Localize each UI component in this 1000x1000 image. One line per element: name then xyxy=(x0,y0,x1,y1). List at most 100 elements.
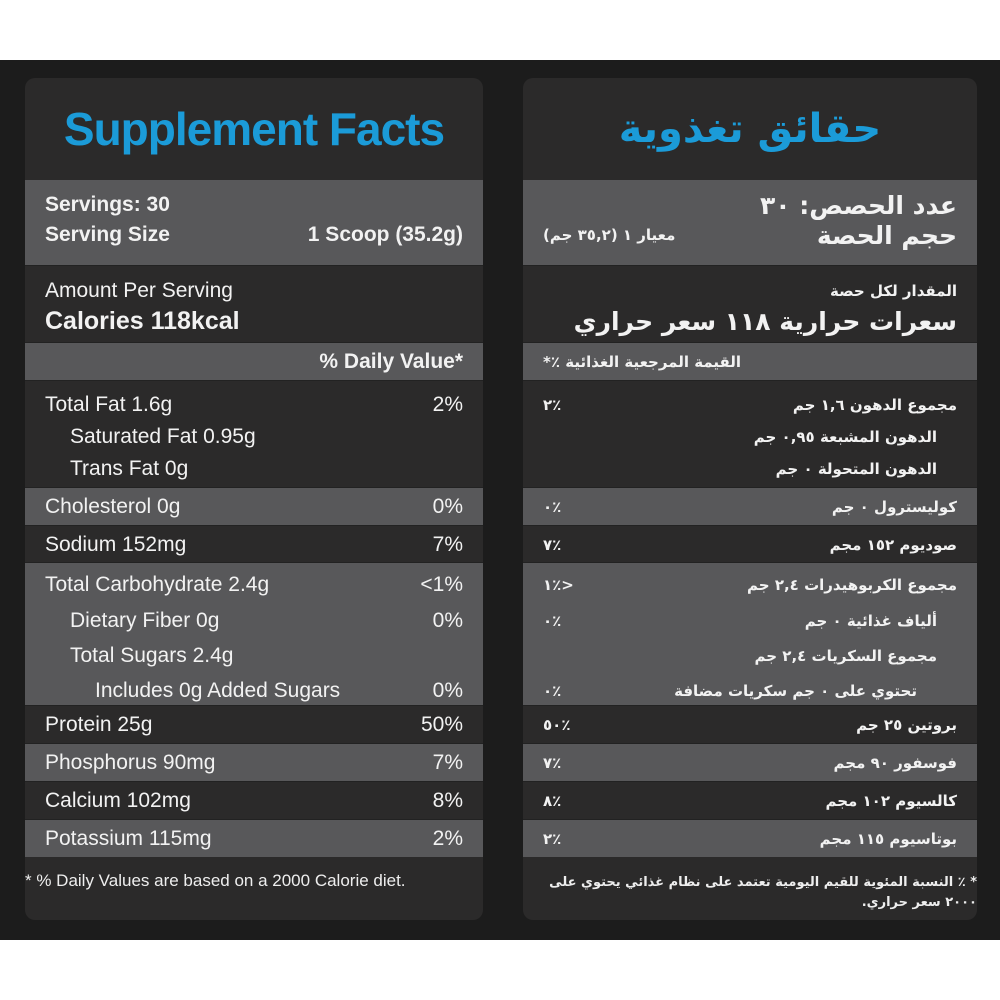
nutrient-row: Protein 25g 50% xyxy=(45,706,463,744)
facts-section: بروتين ٢٥ جم ٪٥٠ xyxy=(523,705,977,743)
facts-section: كوليسترول ٠ جم ٪٠ xyxy=(523,487,977,525)
nutrient-label: Calcium 102mg xyxy=(45,789,191,812)
arabic-title: حقائق تغذوية xyxy=(618,106,882,152)
nutrient-label: عدد الحصص: ٣٠ xyxy=(760,190,957,220)
nutrient-row: Calories 118kcal xyxy=(45,306,463,336)
nutrient-row: Total Fat 1.6g 2% xyxy=(45,389,463,421)
nutrient-label: Servings: 30 xyxy=(45,193,170,216)
nutrient-row: Servings: 30 xyxy=(45,190,463,220)
facts-section: كالسيوم ١٠٢ مجم ٪٨ xyxy=(523,781,977,819)
nutrient-row: Trans Fat 0g xyxy=(45,453,463,485)
nutrient-row: % Daily Value* xyxy=(45,343,463,381)
daily-value: 0% xyxy=(432,495,463,518)
nutrient-label: Total Sugars 2.4g xyxy=(70,643,234,667)
daily-value: 0% xyxy=(432,678,463,702)
nutrient-row: مجموع الدهون ١,٦ جم ٪٢ xyxy=(543,389,957,421)
facts-section: Potassium 115mg 2% xyxy=(25,819,483,857)
daily-value: 1 Scoop (35.2g) xyxy=(307,223,463,246)
daily-value: 2% xyxy=(432,393,463,416)
daily-value: ٪٠ xyxy=(543,681,562,700)
nutrient-label: Calories 118kcal xyxy=(45,306,240,335)
facts-section: المقدار لكل حصة سعرات حرارية ١١٨ سعر حرار… xyxy=(523,265,977,342)
nutrient-row: بوتاسيوم ١١٥ مجم ٪٢ xyxy=(543,820,957,858)
nutrient-row: الدهون المتحولة ٠ جم xyxy=(543,453,957,485)
english-title: Supplement Facts xyxy=(63,103,445,155)
nutrient-label: المقدار لكل حصة xyxy=(830,282,957,300)
nutrient-label: كالسيوم ١٠٢ مجم xyxy=(825,792,957,810)
daily-value: 50% xyxy=(420,713,463,736)
nutrient-label: Trans Fat 0g xyxy=(70,457,189,480)
daily-value: ٪٥٠ xyxy=(543,716,571,734)
nutrient-row: Potassium 115mg 2% xyxy=(45,820,463,858)
facts-section: القيمة المرجعية الغذائية ٪* xyxy=(523,342,977,380)
facts-section: Total Carbohydrate 2.4g <1% Dietary Fiber … xyxy=(25,562,483,705)
nutrient-label: مجموع السكريات ٢,٤ جم xyxy=(754,646,938,665)
nutrient-row: صوديوم ١٥٢ مجم ٪٧ xyxy=(543,526,957,563)
english-facts-panel: Supplement Facts Servings: 30 Serving Siz… xyxy=(25,78,483,920)
nutrient-label: الدهون المتحولة ٠ جم xyxy=(775,460,937,478)
daily-value: ٪٧ xyxy=(543,535,562,554)
nutrient-row: كوليسترول ٠ جم ٪٠ xyxy=(543,488,957,526)
nutrient-label: بوتاسيوم ١١٥ مجم xyxy=(819,830,957,848)
nutrient-row: تحتوي على ٠ جم سكريات مضافة ٪٠ xyxy=(543,673,957,708)
nutrient-label: Protein 25g xyxy=(45,713,153,736)
english-footnote: * % Daily Values are based on a 2000 Cal… xyxy=(25,871,406,890)
facts-section: صوديوم ١٥٢ مجم ٪٧ xyxy=(523,525,977,562)
nutrient-row: القيمة المرجعية الغذائية ٪* xyxy=(543,343,957,381)
daily-value: معيار ١ (٣٥,٢ جم) xyxy=(543,226,676,244)
nutrient-label: مجموع الدهون ١,٦ جم xyxy=(792,396,957,414)
daily-value: 2% xyxy=(432,827,463,850)
facts-section: Calcium 102mg 8% xyxy=(25,781,483,819)
nutrient-label: بروتين ٢٥ جم xyxy=(856,716,957,734)
nutrient-label: Includes 0g Added Sugars xyxy=(95,678,341,702)
facts-section: مجموع الكربوهيدرات ٢,٤ جم <٪١ ألياف غذائية… xyxy=(523,562,977,705)
nutrient-row: Amount Per Serving xyxy=(45,276,463,306)
nutrient-row: Cholesterol 0g 0% xyxy=(45,488,463,526)
nutrient-label: Serving Size xyxy=(45,223,170,246)
nutrient-row: فوسفور ٩٠ مجم ٪٧ xyxy=(543,744,957,782)
facts-section: Servings: 30 Serving Size 1 Scoop (35.2g) xyxy=(25,180,483,265)
nutrient-row: Serving Size 1 Scoop (35.2g) xyxy=(45,220,463,250)
facts-section: مجموع الدهون ١,٦ جم ٪٢ الدهون المشبعة ٠,٩٥… xyxy=(523,380,977,487)
daily-value: <٪١ xyxy=(543,576,574,594)
nutrient-row: الدهون المشبعة ٠,٩٥ جم xyxy=(543,421,957,453)
nutrient-row: عدد الحصص: ٣٠ xyxy=(543,190,957,220)
nutrient-label: فوسفور ٩٠ مجم xyxy=(833,754,957,772)
nutrient-row: سعرات حرارية ١١٨ سعر حراري xyxy=(543,306,957,336)
nutrient-row: Total Sugars 2.4g xyxy=(45,638,463,673)
daily-value: ٪٨ xyxy=(543,792,562,810)
nutrient-row: Phosphorus 90mg 7% xyxy=(45,744,463,782)
nutrient-label: Cholesterol 0g xyxy=(45,495,181,518)
daily-value: 7% xyxy=(432,532,463,556)
nutrient-label: سعرات حرارية ١١٨ سعر حراري xyxy=(573,306,957,336)
nutrient-row: بروتين ٢٥ جم ٪٥٠ xyxy=(543,706,957,744)
nutrient-row: Calcium 102mg 8% xyxy=(45,782,463,820)
arabic-footnote: * ٪ النسبة المئوية للقيم اليومية تعتمد ع… xyxy=(549,875,977,910)
nutrient-label: الدهون المشبعة ٠,٩٥ جم xyxy=(753,428,937,446)
arabic-facts-panel: حقائق تغذوية عدد الحصص: ٣٠ حجم الحصة معيار… xyxy=(523,78,977,920)
nutrient-row: كالسيوم ١٠٢ مجم ٪٨ xyxy=(543,782,957,820)
nutrient-label: كوليسترول ٠ جم xyxy=(831,498,957,516)
facts-section: Phosphorus 90mg 7% xyxy=(25,743,483,781)
nutrient-row: مجموع السكريات ٢,٤ جم xyxy=(543,638,957,673)
nutrient-label: مجموع الكربوهيدرات ٢,٤ جم xyxy=(747,576,957,594)
daily-value: 7% xyxy=(432,751,463,774)
nutrient-row: حجم الحصة معيار ١ (٣٥,٢ جم) xyxy=(543,220,957,250)
daily-value: ٪٠ xyxy=(543,498,562,516)
facts-section: Amount Per Serving Calories 118kcal xyxy=(25,265,483,342)
nutrient-label: Sodium 152mg xyxy=(45,532,187,556)
daily-value: ٪٢ xyxy=(543,830,562,848)
nutrient-label: تحتوي على ٠ جم سكريات مضافة xyxy=(674,681,917,700)
daily-value: 8% xyxy=(432,789,463,812)
daily-value: 0% xyxy=(432,608,463,632)
nutrient-row: مجموع الكربوهيدرات ٢,٤ جم <٪١ xyxy=(543,567,957,603)
nutrient-row: المقدار لكل حصة xyxy=(543,276,957,306)
facts-section: % Daily Value* xyxy=(25,342,483,380)
nutrient-label: Potassium 115mg xyxy=(45,827,212,850)
daily-value: % Daily Value* xyxy=(319,350,463,373)
nutrient-label: ألياف غذائية ٠ جم xyxy=(804,611,937,630)
nutrient-row: Includes 0g Added Sugars 0% xyxy=(45,673,463,708)
facts-section: بوتاسيوم ١١٥ مجم ٪٢ xyxy=(523,819,977,857)
facts-section: Cholesterol 0g 0% xyxy=(25,487,483,525)
facts-section: Protein 25g 50% xyxy=(25,705,483,743)
